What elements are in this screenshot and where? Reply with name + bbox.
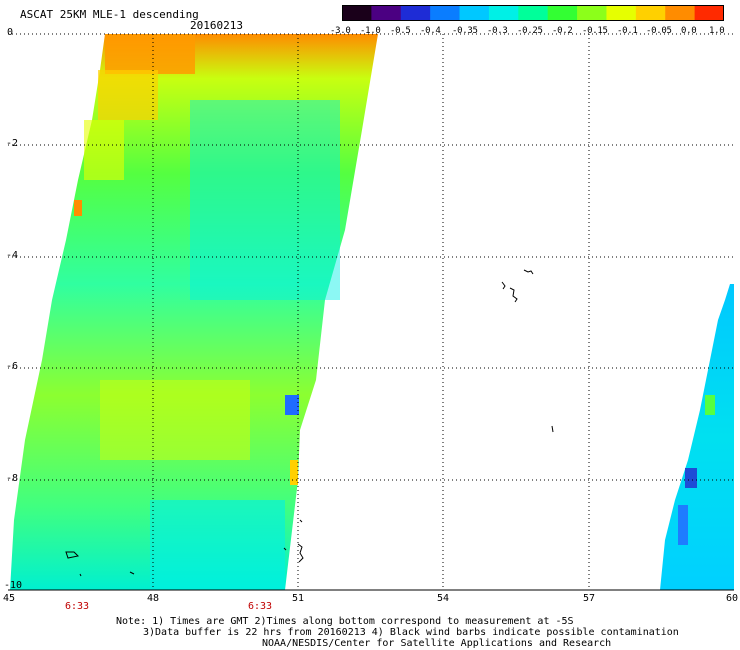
graticule xyxy=(8,33,734,590)
colorbar-label: -0.3 xyxy=(487,26,508,36)
colorbar xyxy=(342,5,724,21)
data-patch xyxy=(285,395,299,415)
colorbar-label: -3.0 xyxy=(330,26,351,36)
colorbar-label: -0.05 xyxy=(646,26,672,36)
colorbar-swatch xyxy=(342,5,372,21)
data-patch xyxy=(190,100,340,300)
colorbar-swatch xyxy=(547,5,578,21)
lon-label: 57 xyxy=(583,593,596,604)
data-patch xyxy=(685,468,697,488)
colorbar-swatch xyxy=(371,5,402,21)
colorbar-swatch xyxy=(577,5,608,21)
data-patch xyxy=(105,34,195,74)
data-patch xyxy=(84,120,124,180)
footer-note-2: 3)Data buffer is 22 hrs from 20160213 4)… xyxy=(143,627,679,638)
time-label: 6:33 xyxy=(248,601,273,612)
colorbar-labels: -3.0 -1.0 -0.5 -0.4 -0.35 -0.3 -0.25 -0.… xyxy=(330,26,730,38)
data-patch xyxy=(100,380,250,460)
footer-note-3: NOAA/NESDIS/Center for Satellite Applica… xyxy=(262,638,612,649)
colorbar-label: -0.2 xyxy=(552,26,573,36)
colorbar-label: -1.0 xyxy=(360,26,381,36)
product-title: ASCAT 25KM MLE-1 descending xyxy=(20,8,199,21)
data-swath-right xyxy=(660,284,734,590)
lat-label: -4 xyxy=(6,250,19,261)
product-date: 20160213 xyxy=(190,19,243,32)
colorbar-swatch xyxy=(459,5,490,21)
colorbar-label: -0.15 xyxy=(582,26,608,36)
lat-label: -8 xyxy=(6,473,19,484)
colorbar-label: -0.5 xyxy=(390,26,411,36)
data-patch xyxy=(678,505,688,545)
colorbar-swatch xyxy=(694,5,724,21)
colorbar-swatch xyxy=(606,5,637,21)
lon-label: 48 xyxy=(147,593,160,604)
lon-label: 60 xyxy=(726,593,739,604)
colorbar-swatch xyxy=(400,5,431,21)
time-label: 6:33 xyxy=(65,601,90,612)
coastline xyxy=(65,269,554,577)
data-patch xyxy=(150,500,285,590)
colorbar-swatch xyxy=(665,5,696,21)
colorbar-label: -0.4 xyxy=(420,26,441,36)
lat-label: -2 xyxy=(6,138,19,149)
colorbar-label: 1.0 xyxy=(709,26,725,36)
colorbar-swatch xyxy=(518,5,549,21)
lat-label: 0 xyxy=(7,27,14,38)
data-patch xyxy=(98,70,158,120)
lon-label: 51 xyxy=(292,593,305,604)
data-patch xyxy=(74,200,82,216)
colorbar-label: 0.0 xyxy=(681,26,697,36)
lat-label: -10 xyxy=(4,580,23,591)
colorbar-label: -0.25 xyxy=(517,26,543,36)
colorbar-label: -0.1 xyxy=(617,26,638,36)
lat-label: -6 xyxy=(6,361,19,372)
data-patch xyxy=(290,460,298,485)
colorbar-swatch xyxy=(488,5,519,21)
lon-label: 45 xyxy=(3,593,16,604)
colorbar-label: -0.35 xyxy=(452,26,478,36)
colorbar-swatch xyxy=(635,5,666,21)
footer-note-1: Note: 1) Times are GMT 2)Times along bot… xyxy=(116,616,574,627)
lon-label: 54 xyxy=(437,593,450,604)
colorbar-swatch xyxy=(430,5,461,21)
data-patch xyxy=(705,395,715,415)
